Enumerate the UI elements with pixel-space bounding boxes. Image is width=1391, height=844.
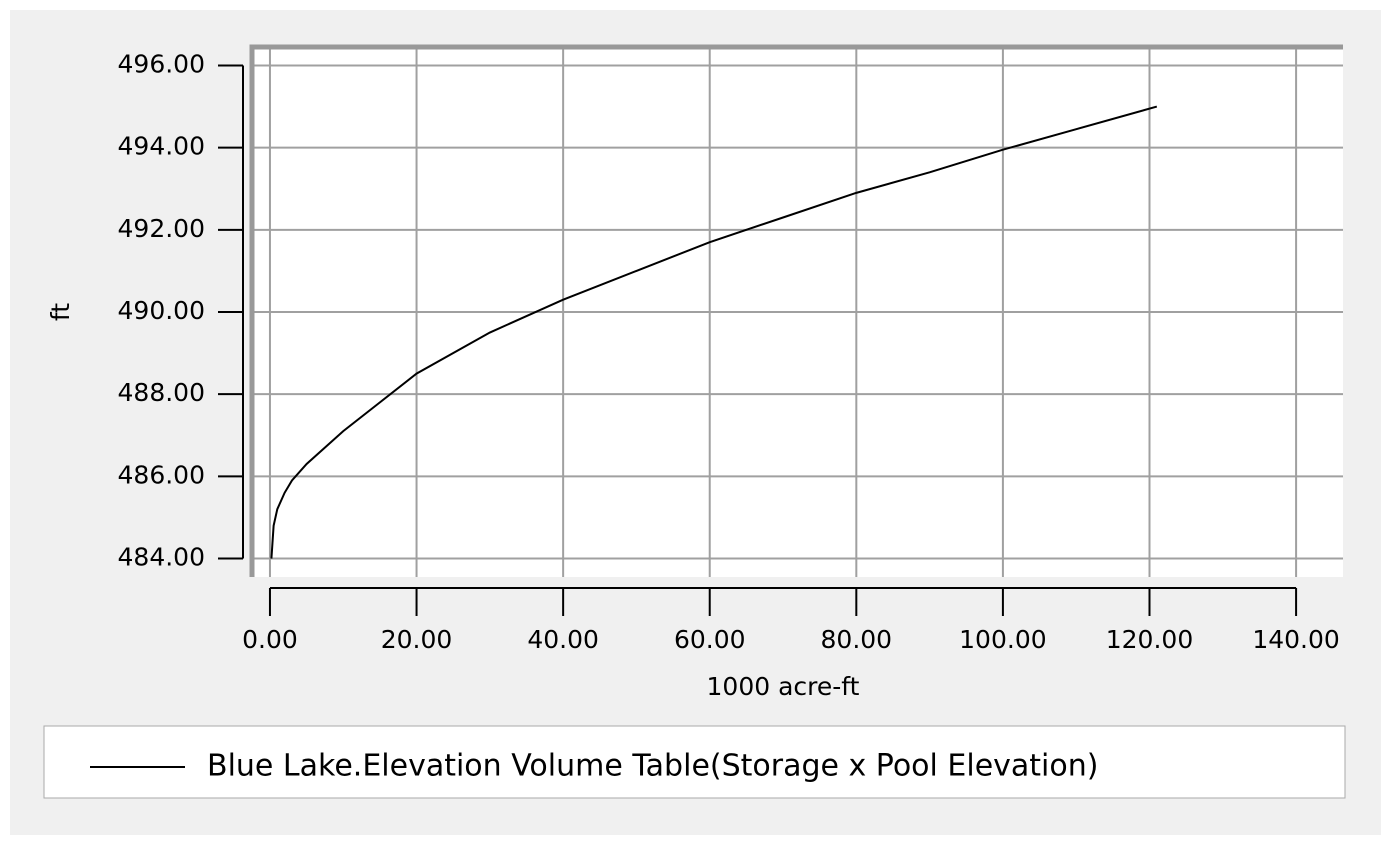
y-tick-label: 486.00 — [118, 460, 205, 489]
x-tick-label: 140.00 — [1252, 625, 1339, 654]
y-tick-label: 488.00 — [118, 378, 205, 407]
y-tick-label: 494.00 — [118, 132, 205, 161]
y-tick-label: 490.00 — [118, 296, 205, 325]
y-tick-label: 484.00 — [118, 543, 205, 572]
y-tick-label: 492.00 — [118, 214, 205, 243]
x-tick-label: 100.00 — [959, 625, 1046, 654]
y-tick-label: 496.00 — [118, 49, 205, 78]
legend-label: Blue Lake.Elevation Volume Table(Storage… — [207, 749, 1098, 784]
x-tick-label: 20.00 — [381, 625, 453, 654]
x-tick-label: 0.00 — [242, 625, 298, 654]
legend — [43, 725, 1346, 799]
y-axis-label: ft — [46, 303, 75, 321]
x-tick-label: 60.00 — [674, 625, 746, 654]
data-line — [270, 105, 1158, 559]
x-tick-label: 40.00 — [527, 625, 599, 654]
x-tick-label: 120.00 — [1106, 625, 1193, 654]
x-tick-label: 80.00 — [821, 625, 893, 654]
x-axis-label: 1000 acre-ft — [707, 672, 860, 701]
plot-frame — [249, 44, 1343, 577]
